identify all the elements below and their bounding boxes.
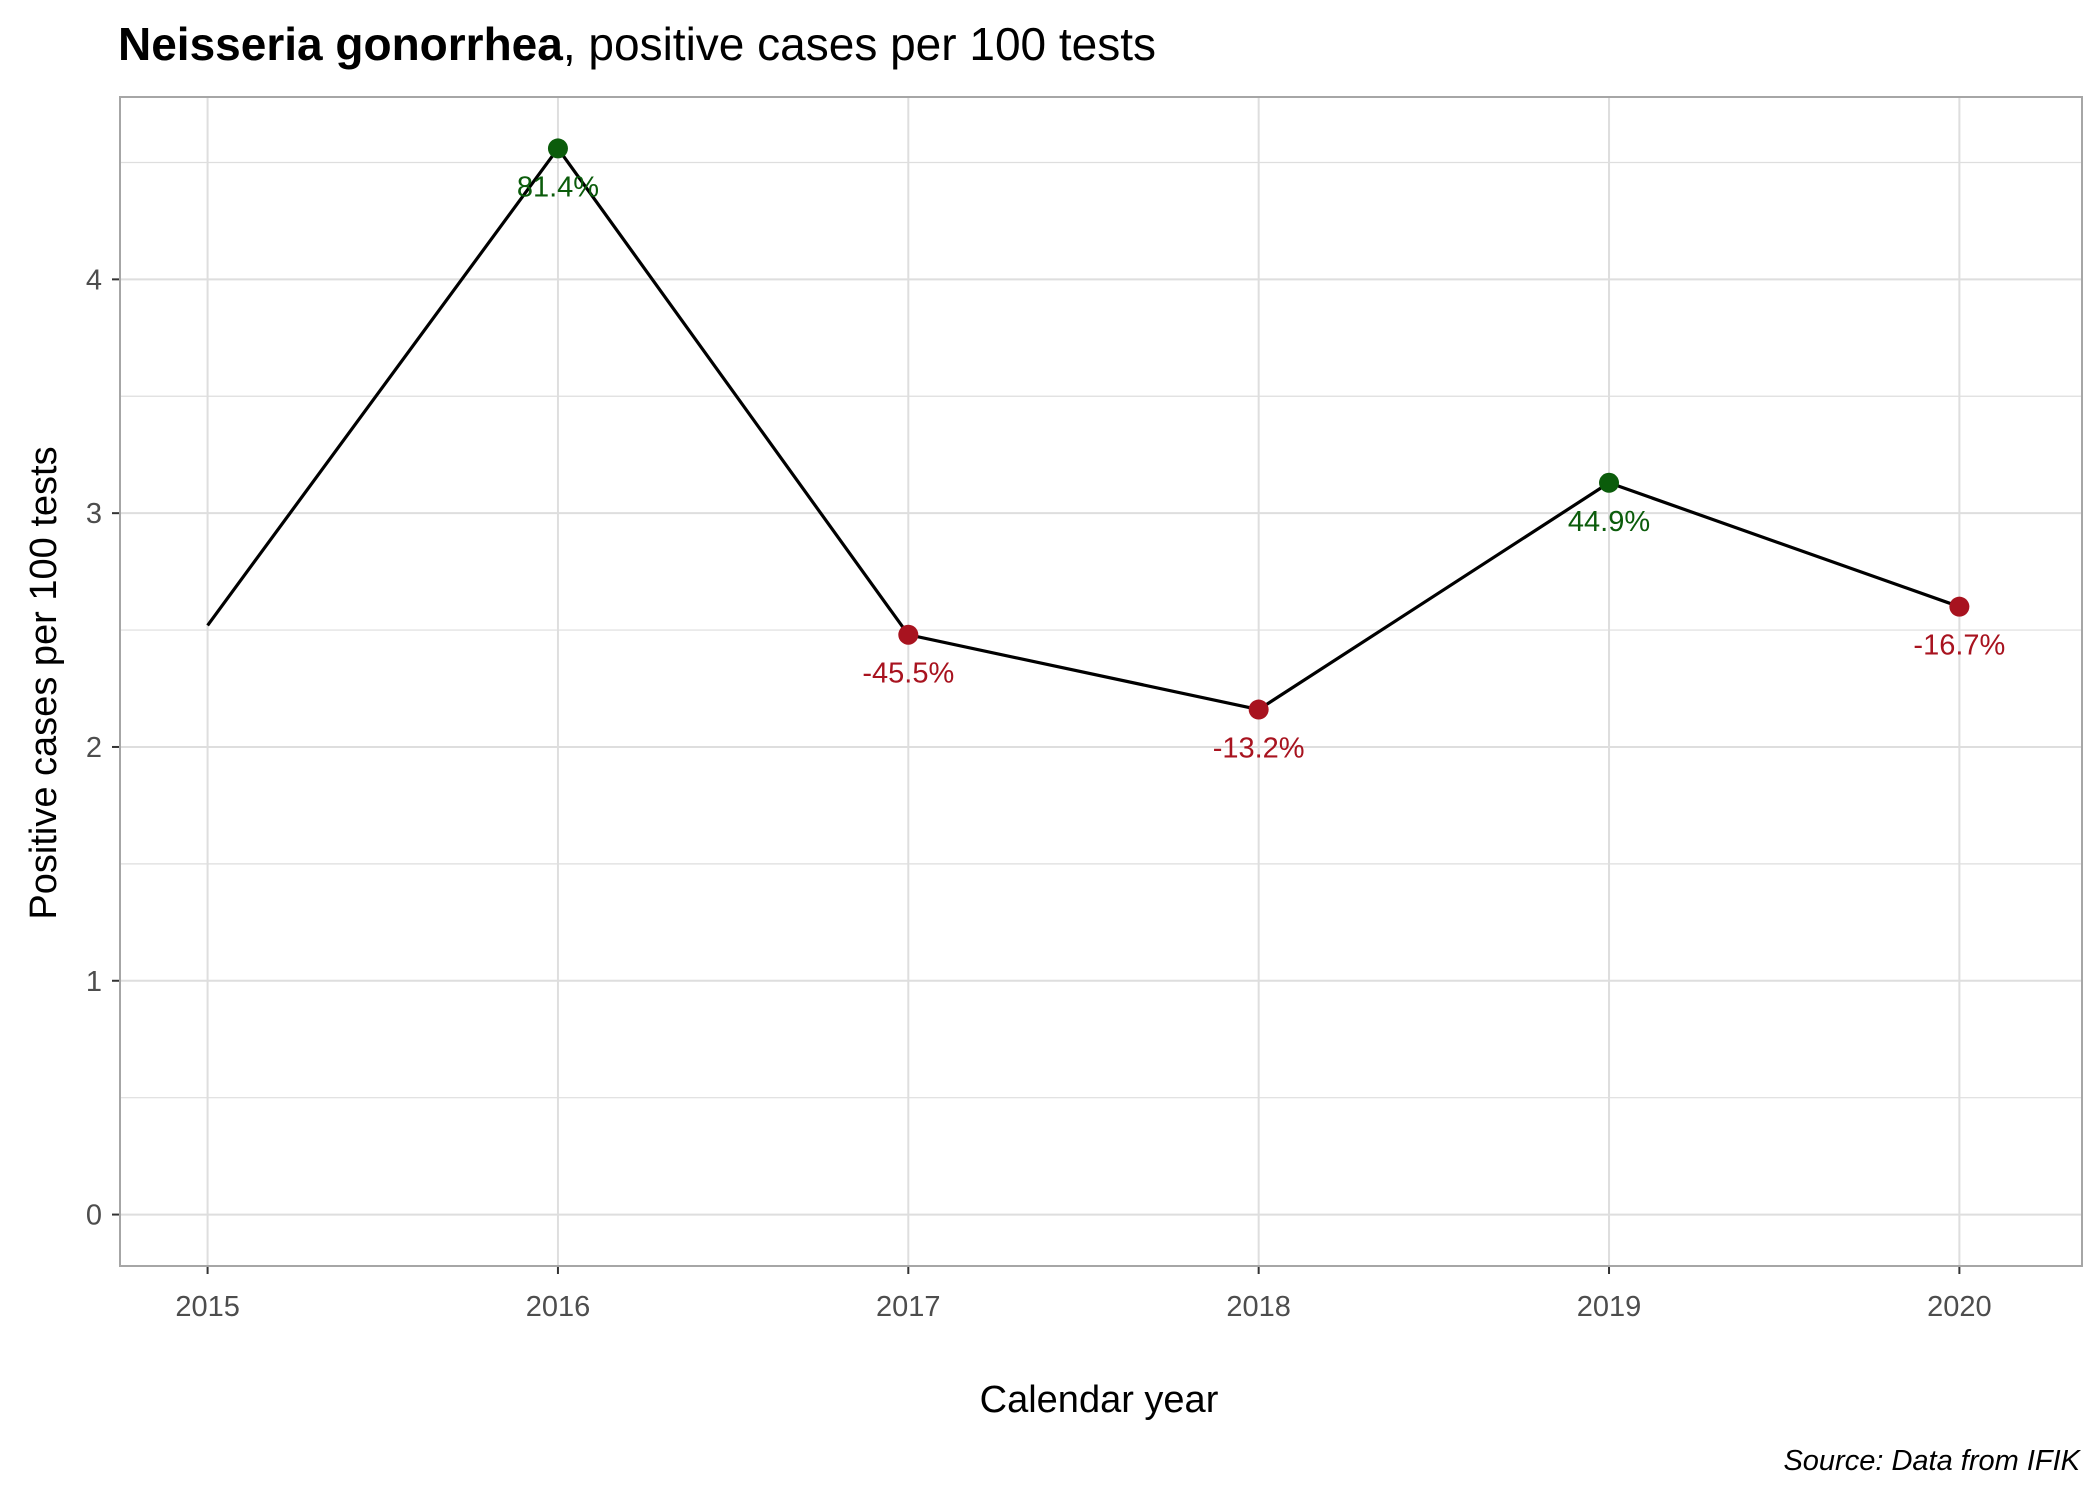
change-label: 44.9%: [1568, 506, 1650, 538]
data-point: [1949, 596, 1970, 617]
x-tick-label: 2020: [1927, 1291, 1992, 1323]
y-tick-label: 3: [86, 498, 102, 530]
y-axis-title: Positive cases per 100 tests: [23, 446, 65, 919]
series-line: [206, 146, 1960, 712]
chart-title-rest: , positive cases per 100 tests: [563, 18, 1156, 70]
y-tick-label: 4: [86, 264, 102, 296]
data-point: [1248, 699, 1269, 720]
x-tick-label: 2016: [526, 1291, 591, 1323]
change-label: -45.5%: [862, 658, 954, 690]
grid-lines: [120, 97, 2082, 1266]
change-label: -16.7%: [1913, 630, 2005, 662]
source-caption: Source: Data from IFIK: [1783, 1445, 2081, 1477]
change-label: 81.4%: [517, 171, 599, 203]
data-point: [1599, 472, 1620, 493]
x-axis-title: Calendar year: [980, 1379, 1219, 1421]
x-tick-label: 2019: [1577, 1291, 1642, 1323]
x-tick-label: 2017: [876, 1291, 941, 1323]
y-tick-label: 1: [86, 966, 102, 998]
axis-ticks: 0 1 2 3 4 2015 2016 2017 2018 2019 2020: [86, 264, 1992, 1323]
chart-title: Neisseria gonorrhea, positive cases per …: [118, 18, 1156, 70]
x-tick-label: 2018: [1226, 1291, 1291, 1323]
y-tick-label: 0: [86, 1200, 102, 1232]
data-point: [898, 624, 919, 645]
data-point: [547, 138, 568, 159]
series-layer: 81.4% -45.5% -13.2% 44.9% -16.7%: [206, 138, 2005, 765]
x-tick-label: 2015: [175, 1291, 240, 1323]
change-label: -13.2%: [1213, 733, 1305, 765]
plot-panel-border: [119, 96, 2083, 1267]
chart-title-bold: Neisseria gonorrhea: [118, 18, 563, 70]
y-tick-label: 2: [86, 732, 102, 764]
